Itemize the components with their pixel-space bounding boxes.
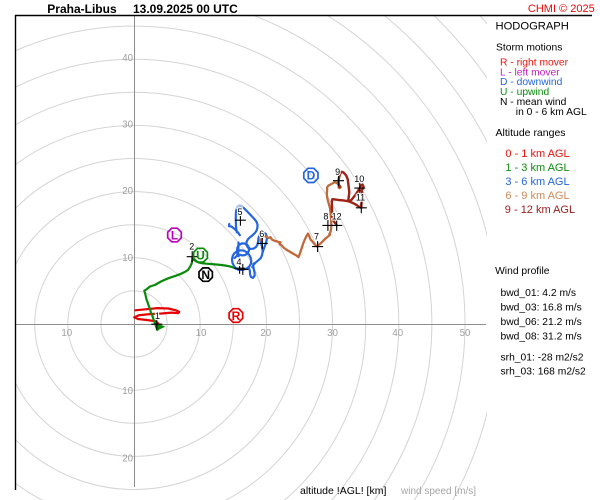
svg-text:50: 50 <box>460 328 471 339</box>
svg-text:11: 11 <box>356 193 365 203</box>
svg-text:0 - 1 km AGL: 0 - 1 km AGL <box>505 148 569 160</box>
svg-text:3 - 6 km AGL: 3 - 6 km AGL <box>505 176 569 188</box>
svg-text:srh_03: 168 m2/s2: srh_03: 168 m2/s2 <box>501 367 587 378</box>
svg-text:30: 30 <box>327 328 338 339</box>
svg-text:1: 1 <box>155 311 160 321</box>
svg-text:altitude !AGL! [km]: altitude !AGL! [km] <box>300 485 386 497</box>
svg-text:R - right mover: R - right mover <box>500 57 569 68</box>
svg-text:10: 10 <box>61 328 72 339</box>
svg-text:9: 9 <box>335 167 340 177</box>
svg-text:40: 40 <box>122 53 133 64</box>
svg-text:in 0 - 6 km AGL: in 0 - 6 km AGL <box>516 107 587 118</box>
svg-text:2: 2 <box>189 241 194 251</box>
svg-text:Praha-Libus: Praha-Libus <box>47 2 117 16</box>
svg-text:20: 20 <box>260 328 271 339</box>
svg-text:L: L <box>171 228 178 242</box>
svg-text:bwd_06: 21.2 m/s: bwd_06: 21.2 m/s <box>501 317 582 328</box>
svg-text:Storm motions: Storm motions <box>496 43 562 54</box>
svg-text:D - downwind: D - downwind <box>500 77 563 88</box>
svg-text:40: 40 <box>392 328 403 339</box>
svg-text:6 - 9 km AGL: 6 - 9 km AGL <box>505 190 569 202</box>
svg-text:HODOGRAPH: HODOGRAPH <box>496 20 569 32</box>
svg-text:7: 7 <box>314 232 319 242</box>
svg-text:12: 12 <box>332 212 342 222</box>
svg-text:30: 30 <box>122 120 133 131</box>
svg-text:20: 20 <box>122 454 133 465</box>
svg-text:R: R <box>232 309 241 323</box>
svg-text:srh_01: -28 m2/s2: srh_01: -28 m2/s2 <box>501 352 584 363</box>
svg-text:L - left mover: L - left mover <box>500 67 560 78</box>
svg-text:D: D <box>307 169 316 183</box>
svg-text:20: 20 <box>122 186 133 197</box>
svg-text:CHMI © 2025: CHMI © 2025 <box>528 3 595 15</box>
svg-text:U - upwind: U - upwind <box>500 87 549 98</box>
svg-text:4: 4 <box>236 257 241 267</box>
svg-text:Wind profile: Wind profile <box>495 266 550 277</box>
svg-text:10: 10 <box>122 253 133 264</box>
svg-text:N: N <box>201 268 210 282</box>
svg-text:wind speed [m/s]: wind speed [m/s] <box>400 486 476 497</box>
svg-text:6: 6 <box>259 229 264 239</box>
svg-text:N - mean wind: N - mean wind <box>500 97 567 108</box>
svg-text:bwd_03: 16.8 m/s: bwd_03: 16.8 m/s <box>501 302 582 313</box>
svg-text:1 - 3 km AGL: 1 - 3 km AGL <box>505 162 569 174</box>
svg-text:9 - 12 km AGL: 9 - 12 km AGL <box>505 204 575 216</box>
svg-text:U: U <box>196 249 205 263</box>
svg-text:10: 10 <box>122 386 133 397</box>
svg-text:Altitude ranges: Altitude ranges <box>496 127 566 139</box>
svg-text:10: 10 <box>196 328 207 339</box>
svg-text:8: 8 <box>323 212 328 222</box>
svg-text:bwd_01: 4.2 m/s: bwd_01: 4.2 m/s <box>501 288 577 299</box>
svg-text:13.09.2025 00 UTC: 13.09.2025 00 UTC <box>133 2 238 16</box>
svg-text:10: 10 <box>354 174 364 184</box>
svg-text:5: 5 <box>237 207 242 217</box>
svg-text:bwd_08: 31.2 m/s: bwd_08: 31.2 m/s <box>501 331 582 342</box>
